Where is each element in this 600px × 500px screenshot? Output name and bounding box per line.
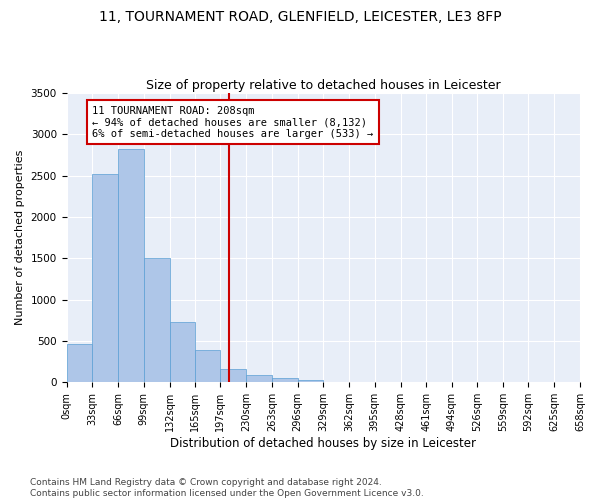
Text: Contains HM Land Registry data © Crown copyright and database right 2024.
Contai: Contains HM Land Registry data © Crown c…: [30, 478, 424, 498]
Bar: [195, 350, 220, 382]
Bar: [272, 378, 298, 382]
Bar: [118, 150, 144, 382]
Bar: [246, 375, 272, 382]
Bar: [298, 380, 323, 382]
Bar: [220, 369, 246, 382]
Bar: [92, 174, 118, 382]
Text: 11 TOURNAMENT ROAD: 208sqm
← 94% of detached houses are smaller (8,132)
6% of se: 11 TOURNAMENT ROAD: 208sqm ← 94% of deta…: [92, 106, 374, 139]
Title: Size of property relative to detached houses in Leicester: Size of property relative to detached ho…: [146, 79, 500, 92]
Text: 11, TOURNAMENT ROAD, GLENFIELD, LEICESTER, LE3 8FP: 11, TOURNAMENT ROAD, GLENFIELD, LEICESTE…: [98, 10, 502, 24]
Y-axis label: Number of detached properties: Number of detached properties: [15, 150, 25, 326]
Bar: [170, 322, 195, 382]
Bar: [67, 344, 92, 383]
Bar: [144, 258, 170, 382]
X-axis label: Distribution of detached houses by size in Leicester: Distribution of detached houses by size …: [170, 437, 476, 450]
